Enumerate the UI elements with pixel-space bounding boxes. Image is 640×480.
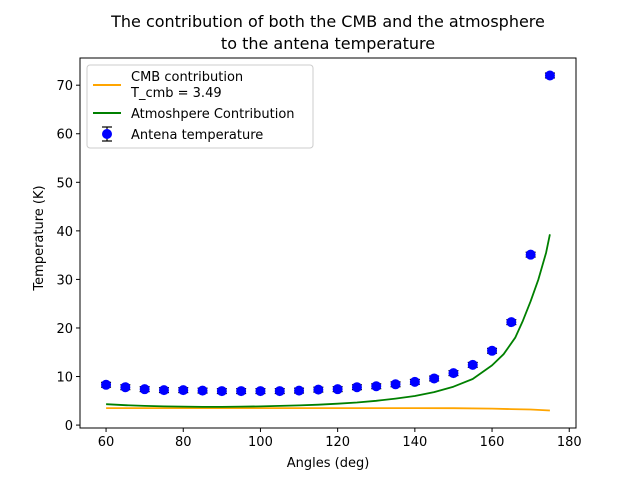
antenna-temperature-point — [274, 386, 285, 397]
antenna-temperature-point — [101, 379, 112, 390]
y-tick-label: 70 — [56, 79, 73, 94]
y-axis-ticks: 0 10 20 30 40 50 60 70 — [56, 79, 80, 434]
x-tick-label: 60 — [98, 435, 115, 450]
antenna-temperature-point — [313, 384, 324, 395]
antenna-temperature-point — [506, 317, 517, 328]
x-tick-label: 120 — [325, 435, 350, 450]
x-tick-label: 100 — [248, 435, 273, 450]
antenna-temperature-point — [255, 386, 266, 397]
antenna-temperature-point — [487, 345, 498, 356]
antenna-temperature-point — [158, 385, 169, 396]
antenna-temperature-point — [351, 382, 362, 393]
x-tick-label: 80 — [175, 435, 192, 450]
legend-cmb-label-line1: CMB contribution — [131, 70, 243, 85]
axes-frame — [79, 57, 577, 429]
antenna-temperature-point — [409, 376, 420, 387]
legend-antenna-label: Antena temperature — [131, 128, 263, 143]
antenna-temperature-point — [294, 385, 305, 396]
antenna-temperature-point — [139, 384, 150, 395]
antenna-temperature-point — [544, 70, 555, 81]
y-tick-label: 10 — [56, 371, 73, 386]
x-axis-ticks: 60 80 100 120 140 160 180 — [98, 428, 582, 450]
antenna-temperature-point — [120, 382, 131, 393]
chart-title-line2: to the antena temperature — [221, 34, 435, 53]
legend-box — [86, 64, 314, 149]
antenna-temperature-point — [236, 386, 247, 397]
chart-title-line1: The contribution of both the CMB and the… — [110, 12, 545, 31]
y-tick-label: 50 — [56, 176, 73, 191]
y-tick-label: 60 — [56, 128, 73, 143]
plot-area — [101, 70, 555, 412]
antenna-temperature-point — [178, 385, 189, 396]
legend-atmosphere-label: Atmoshpere Contribution — [131, 107, 295, 122]
legend-antenna-marker — [102, 129, 112, 139]
antenna-temperature-point — [525, 249, 536, 260]
cmb-contribution-line — [106, 407, 550, 412]
x-axis-label: Angles (deg) — [287, 456, 370, 471]
y-tick-label: 0 — [65, 419, 73, 434]
y-axis-label: Temperature (K) — [32, 185, 47, 291]
antenna-temperature-point — [429, 373, 440, 384]
atmosphere-contribution-line — [106, 234, 551, 408]
antenna-temperature-point — [467, 359, 478, 370]
x-tick-label: 160 — [480, 435, 505, 450]
antenna-temperature-point — [197, 385, 208, 396]
antenna-temperature-point — [371, 381, 382, 392]
antenna-temperature-point — [216, 386, 227, 397]
legend-cmb-label-line2: T_cmb = 3.49 — [130, 86, 222, 101]
y-tick-label: 20 — [56, 322, 73, 337]
y-tick-label: 30 — [56, 273, 73, 288]
antenna-temperature-point — [390, 379, 401, 390]
antenna-temperature-point — [448, 368, 459, 379]
x-tick-label: 140 — [402, 435, 427, 450]
y-tick-label: 40 — [56, 225, 73, 240]
x-tick-label: 180 — [557, 435, 582, 450]
legend: CMB contribution T_cmb = 3.49 Atmoshpere… — [86, 64, 314, 149]
antenna-temperature-point — [332, 384, 343, 395]
